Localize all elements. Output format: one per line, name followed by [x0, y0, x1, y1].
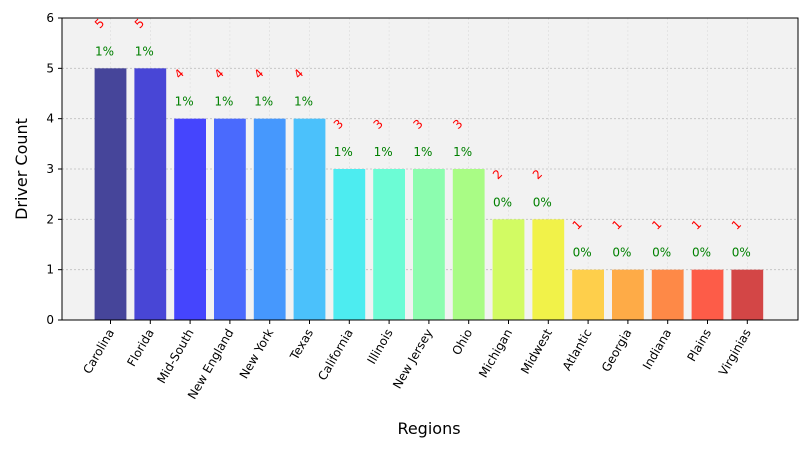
- percent-label: 1%: [95, 44, 114, 58]
- x-tick-label: California: [315, 327, 356, 383]
- bar: [413, 169, 445, 320]
- y-tick-label: 2: [46, 212, 54, 226]
- percent-label: 0%: [573, 246, 592, 260]
- percent-label: 1%: [374, 145, 393, 159]
- bar: [572, 269, 604, 320]
- bar: [214, 118, 246, 321]
- y-axis-title: Driver Count: [12, 118, 31, 220]
- x-tick-label: Midwest: [518, 326, 555, 376]
- y-tick-label: 0: [46, 313, 54, 327]
- x-tick-label: Illinois: [365, 327, 396, 367]
- y-tick-label: 3: [46, 162, 54, 176]
- x-tick-label: Michigan: [476, 327, 515, 381]
- bar: [253, 118, 286, 321]
- percent-label: 1%: [214, 95, 233, 109]
- x-tick-label: New York: [237, 326, 277, 381]
- percent-label: 1%: [334, 145, 353, 159]
- x-tick-label: New Jersey: [390, 327, 435, 392]
- percent-label: 0%: [612, 246, 631, 260]
- percent-label: 0%: [692, 246, 711, 260]
- bar: [651, 269, 684, 320]
- bar: [293, 118, 326, 321]
- percent-label: 1%: [175, 95, 194, 109]
- percent-label: 1%: [294, 95, 313, 109]
- bar: [134, 68, 167, 320]
- bar: [612, 269, 644, 320]
- percent-label: 1%: [254, 95, 273, 109]
- percent-label: 0%: [533, 195, 552, 209]
- y-tick-label: 1: [46, 263, 54, 277]
- bar: [452, 169, 485, 320]
- y-axis: 0 1 2 3 4 5 6: [46, 11, 62, 327]
- bars: [94, 68, 764, 321]
- percent-label: 0%: [493, 195, 512, 209]
- x-tick-label: Mid-South: [154, 327, 196, 386]
- x-tick-label: Indiana: [640, 327, 674, 372]
- bar: [333, 169, 366, 320]
- percent-label: 0%: [652, 246, 671, 260]
- percent-label: 1%: [453, 145, 472, 159]
- bar: [373, 169, 405, 320]
- y-tick-label: 6: [46, 11, 54, 25]
- x-tick-label: Virginias: [716, 327, 754, 379]
- x-tick-label: Plains: [684, 327, 714, 364]
- bar: [174, 118, 206, 321]
- x-tick-label: Atlantic: [560, 327, 595, 374]
- bar: [691, 269, 724, 320]
- bar: [492, 219, 525, 320]
- percent-label: 0%: [732, 246, 751, 260]
- y-tick-label: 5: [46, 61, 54, 75]
- percent-label: 1%: [413, 145, 432, 159]
- x-tick-label: Texas: [287, 327, 316, 364]
- x-tick-label: Georgia: [599, 327, 635, 375]
- x-tick-label: Ohio: [449, 327, 475, 358]
- x-axis-title: Regions: [397, 419, 460, 438]
- percent-label: 1%: [135, 44, 154, 58]
- x-tick-label: Florida: [124, 327, 157, 369]
- bar: [532, 219, 565, 320]
- x-tick-label: Carolina: [80, 327, 117, 377]
- bar: [731, 269, 764, 320]
- y-tick-label: 4: [46, 112, 54, 126]
- bar: [94, 68, 127, 320]
- plot-frame: [61, 17, 799, 321]
